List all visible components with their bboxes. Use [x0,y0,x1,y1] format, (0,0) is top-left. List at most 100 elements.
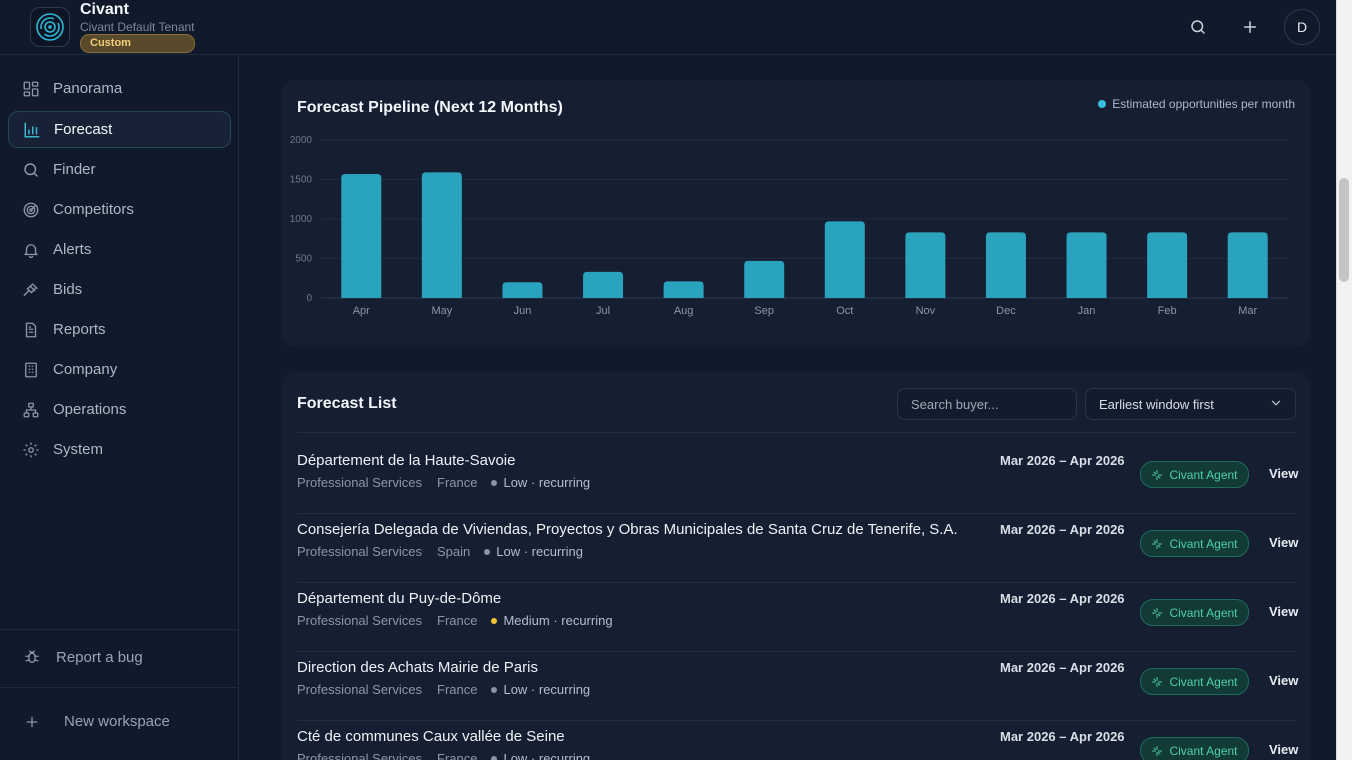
agent-label: Civant Agent [1169,674,1238,689]
x-tick-label: Feb [1158,305,1177,317]
plan-badge: Custom [80,34,195,53]
row-probability: Low · recurring [484,544,583,559]
probability-label: Low · recurring [503,751,591,760]
civant-agent-badge[interactable]: Civant Agent [1140,530,1249,557]
agent-label: Civant Agent [1169,605,1238,620]
view-link[interactable]: View [1269,673,1299,688]
sparkle-icon [1151,607,1163,619]
row-category: Professional Services [297,751,422,760]
probability-dot-icon [491,686,498,693]
forecast-row[interactable]: Département du Puy-de-Dôme Professional S… [297,582,1299,651]
probability-label: Low · recurring [503,475,591,490]
y-tick-label: 1000 [290,214,313,225]
sidebar-item-finder[interactable]: Finder [8,151,231,188]
brand-name: Civant [80,1,129,18]
search-icon[interactable] [1180,9,1216,45]
row-divider [297,513,1296,514]
sidebar-item-system[interactable]: System [8,431,231,468]
forecast-row[interactable]: Direction des Achats Mairie de Paris Prof… [297,651,1299,720]
chevron-down-icon [1269,396,1283,413]
row-window: Mar 2026 – Apr 2026 [1000,522,1125,537]
civant-agent-badge[interactable]: Civant Agent [1140,461,1249,488]
scrollbar-thumb[interactable] [1339,178,1349,282]
sidebar-item-label: Company [53,361,118,378]
bar-sep[interactable] [744,260,785,298]
row-probability: Low · recurring [491,475,590,490]
forecast-row[interactable]: Cté de communes Caux vallée de Seine Prof… [297,720,1299,760]
bar-chart-icon [22,120,42,140]
sidebar-item-label: Operations [53,401,127,418]
search-buyer-input[interactable] [897,388,1077,420]
forecast-row[interactable]: Département de la Haute-Savoie Profession… [297,444,1299,513]
legend-label: Estimated opportunities per month [1112,97,1295,111]
sidebar-item-alerts[interactable]: Alerts [8,231,231,268]
sidebar-item-operations[interactable]: Operations [8,391,231,428]
row-window: Mar 2026 – Apr 2026 [1000,729,1125,744]
x-tick-label: Aug [674,305,694,317]
probability-label: Low · recurring [503,682,591,697]
avatar[interactable]: D [1284,9,1320,45]
bar-feb[interactable] [1147,232,1188,298]
probability-dot-icon [484,548,491,555]
buyer-name[interactable]: Département de la Haute-Savoie [297,452,516,469]
bar-mar[interactable] [1227,232,1268,298]
row-category: Professional Services [297,682,422,697]
row-country: France [437,475,478,490]
sidebar-item-forecast[interactable]: Forecast [8,111,231,148]
y-tick-label: 1500 [290,175,313,186]
tenant-name[interactable]: Civant Default Tenant [80,20,195,34]
buyer-name[interactable]: Consejería Delegada de Viviendas, Proyec… [297,521,958,538]
new-workspace-label: New workspace [64,713,170,730]
view-link[interactable]: View [1269,742,1299,757]
bar-jan[interactable] [1066,232,1107,298]
buyer-name[interactable]: Direction des Achats Mairie de Paris [297,659,538,676]
page-scrollbar[interactable] [1336,0,1352,760]
report-bug-button[interactable]: Report a bug [20,648,143,666]
x-tick-label: Oct [836,305,853,317]
view-link[interactable]: View [1269,604,1299,619]
forecast-pipeline-card: Forecast Pipeline (Next 12 Months) Estim… [281,80,1311,347]
buyer-name[interactable]: Département du Puy-de-Dôme [297,590,502,607]
x-tick-label: May [431,305,452,317]
sidebar-item-bids[interactable]: Bids [8,271,231,308]
forecast-row[interactable]: Consejería Delegada de Viviendas, Proyec… [297,513,1299,582]
row-category: Professional Services [297,475,422,490]
sidebar-item-competitors[interactable]: Competitors [8,191,231,228]
bar-aug[interactable] [663,281,704,298]
row-divider [297,720,1296,721]
bar-jul[interactable] [583,271,624,298]
sort-select[interactable]: Earliest window first [1085,388,1296,420]
row-probability: Low · recurring [491,682,590,697]
civant-agent-badge[interactable]: Civant Agent [1140,599,1249,626]
row-meta: Professional Services France Low · recurri… [297,475,590,490]
sidebar-item-reports[interactable]: Reports [8,311,231,348]
bar-nov[interactable] [905,232,946,298]
probability-dot-icon [491,479,498,486]
row-category: Professional Services [297,544,422,559]
bar-oct[interactable] [824,221,865,298]
bar-may[interactable] [421,172,462,298]
pipeline-bar-chart: 0 500 1000 1500 2000 Apr May Jun Jul Aug Sep Oct Nov… [290,135,1288,317]
bar-dec[interactable] [985,232,1026,298]
sidebar-item-label: Panorama [53,80,123,97]
agent-label: Civant Agent [1169,536,1238,551]
new-workspace-button[interactable]: New workspace [20,713,170,730]
sidebar-item-company[interactable]: Company [8,351,231,388]
sidebar-item-panorama[interactable]: Panorama [8,70,231,107]
sidebar-divider [0,629,239,630]
probability-label: Low · recurring [496,544,583,559]
civant-agent-badge[interactable]: Civant Agent [1140,668,1249,695]
buyer-name[interactable]: Cté de communes Caux vallée de Seine [297,728,565,745]
plus-icon[interactable] [1232,9,1268,45]
x-tick-label: Jul [596,305,610,317]
row-window: Mar 2026 – Apr 2026 [1000,591,1125,606]
row-probability: Medium · recurring [491,613,613,628]
view-link[interactable]: View [1269,535,1299,550]
y-tick-label: 2000 [290,135,313,146]
bar-apr[interactable] [341,173,382,298]
x-tick-label: Dec [996,305,1016,317]
bar-jun[interactable] [502,282,543,298]
view-link[interactable]: View [1269,466,1299,481]
civant-agent-badge[interactable]: Civant Agent [1140,737,1249,760]
civant-logo-icon[interactable] [30,7,70,47]
